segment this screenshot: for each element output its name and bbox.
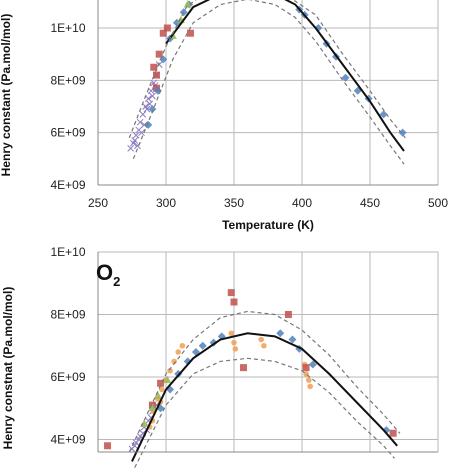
o2-confidence-band — [128, 310, 401, 453]
top-data-point-diamond — [179, 8, 188, 17]
o2-data-point-square — [157, 379, 165, 387]
o2-data-point-circle — [261, 342, 267, 349]
top-data-point-square — [152, 71, 160, 79]
top-x-tick-label: 300 — [156, 196, 176, 210]
top-chart-series — [127, 0, 407, 165]
top-x-tick-label: 350 — [224, 196, 244, 210]
top-data-point-cross — [136, 118, 144, 126]
top-data-point-square — [155, 50, 163, 58]
top-data-point-square — [186, 29, 194, 37]
o2-data-point-square — [302, 364, 310, 372]
top-data-point-diamond — [148, 105, 157, 114]
o2-data-point-square — [104, 442, 112, 450]
o2-confidence-band — [134, 357, 395, 468]
o2-data-point-circle — [175, 349, 182, 355]
top-chart-axes: 250 300 350 400 450 500 4E+09 6E+09 8E+09 1E+10 — [50, 0, 448, 210]
top-confidence-band — [128, 0, 406, 139]
top-chart-panel: 250 300 350 400 450 500 4E+09 6E+09 8E+09 1E+10 T… — [0, 0, 448, 232]
top-x-tick-label: 500 — [428, 196, 448, 210]
top-x-tick-label: 400 — [292, 196, 312, 210]
top-data-point-diamond — [379, 110, 388, 119]
top-data-point-square — [150, 63, 158, 71]
o2-data-point-diamond — [198, 341, 207, 350]
top-x-tick-label: 250 — [88, 196, 108, 210]
top-y-tick-label: 4E+09 — [50, 178, 85, 192]
top-data-point-diamond — [341, 73, 350, 82]
top-data-point-square — [163, 24, 171, 32]
top-y-tick-label: 6E+09 — [50, 126, 85, 140]
o2-y-tick-label: 4E+09 — [50, 433, 85, 447]
top-data-point-cross — [132, 131, 140, 139]
top-data-point-cross — [140, 121, 148, 129]
o2-fit-curve — [131, 332, 398, 462]
top-data-point-diamond — [144, 120, 153, 129]
o2-data-point-diamond — [276, 329, 285, 338]
o2-data-point-circle — [231, 339, 237, 346]
top-data-point-cross — [143, 105, 151, 113]
top-y-tick-label: 8E+09 — [50, 73, 85, 87]
o2-data-point-circle — [179, 342, 186, 349]
o2-data-point-circle — [258, 336, 265, 343]
o2-y-tick-label: 6E+09 — [50, 370, 85, 384]
top-data-point-cross — [131, 137, 139, 144]
top-data-point-cross — [138, 129, 145, 137]
o2-data-point-circle — [232, 346, 239, 352]
o2-data-point-square — [240, 364, 248, 372]
top-x-tick-label: 450 — [360, 196, 380, 210]
o2-data-point-triangle — [153, 391, 162, 399]
o2-data-point-square — [230, 298, 238, 306]
o2-data-point-triangle — [163, 375, 172, 384]
o2-chart-series — [104, 289, 401, 468]
o2-data-point-triangle — [148, 403, 157, 412]
o2-data-point-square — [227, 289, 235, 297]
o2-data-point-square — [389, 429, 397, 437]
top-data-point-cross — [144, 95, 152, 103]
o2-chart-panel: 4E+09 6E+09 8E+09 1E+10 O2 Henry constnat (… — [1, 245, 439, 468]
o2-data-point-circle — [307, 383, 313, 390]
top-y-tick-label: 1E+10 — [50, 21, 85, 35]
o2-data-point-diamond — [288, 335, 297, 344]
top-x-axis-title: Temperature (K) — [222, 218, 314, 232]
o2-data-point-circle — [228, 330, 235, 337]
o2-data-point-circle — [167, 367, 173, 374]
top-data-point-square — [159, 29, 167, 37]
o2-panel-label-main: O — [96, 260, 113, 285]
o2-data-point-square — [284, 311, 292, 318]
o2-data-point-diamond — [308, 360, 317, 369]
o2-y-tick-label: 8E+09 — [50, 308, 85, 322]
top-data-point-triangle — [183, 0, 192, 8]
o2-data-point-circle — [306, 377, 312, 383]
top-confidence-band — [132, 0, 405, 165]
top-data-point-diamond — [398, 128, 407, 137]
o2-y-axis-title: Henry constnat (Pa.mol/mol) — [1, 287, 15, 450]
o2-panel-label-subscript: 2 — [113, 274, 120, 289]
top-data-point-cross — [139, 110, 147, 118]
top-y-axis-title: Henry constant (Pa.mol/mol) — [0, 14, 13, 177]
o2-panel-label: O2 — [96, 260, 120, 289]
top-data-point-cross — [127, 145, 134, 152]
top-data-point-cross — [149, 92, 156, 100]
o2-chart-grid — [97, 251, 439, 452]
o2-chart-axes: 4E+09 6E+09 8E+09 1E+10 — [50, 245, 438, 453]
o2-data-point-circle — [159, 386, 165, 393]
o2-y-tick-label: 1E+10 — [50, 245, 85, 259]
top-fit-curve — [165, 0, 405, 152]
